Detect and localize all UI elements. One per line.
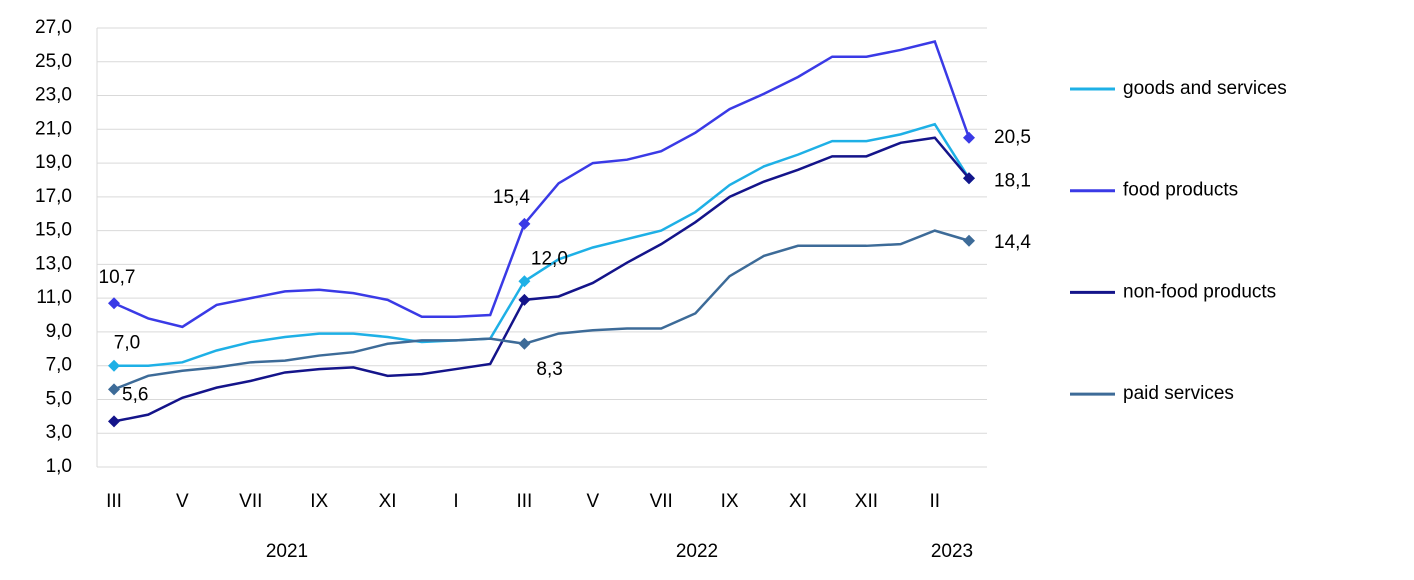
y-tick-label: 19,0 — [35, 152, 72, 173]
series-line — [114, 122, 971, 367]
point-marker — [108, 359, 120, 372]
point-marker — [518, 337, 531, 350]
x-tick-label: XI — [789, 491, 807, 512]
y-tick-label: 27,0 — [35, 17, 72, 38]
x-tick-label: I — [453, 491, 458, 512]
x-tick-label: II — [930, 491, 941, 512]
y-tick-label: 21,0 — [35, 118, 72, 139]
point-marker — [518, 217, 531, 230]
series-line — [113, 136, 970, 423]
x-tick-label: VII — [239, 491, 262, 512]
data-label: 7,0 — [114, 333, 140, 354]
x-tick-label: V — [586, 491, 599, 512]
y-tick-label: 17,0 — [35, 186, 72, 207]
legend-label: paid services — [1123, 383, 1234, 404]
data-label: 14,4 — [994, 232, 1031, 253]
y-tick-label: 5,0 — [46, 388, 72, 409]
x-tick-label: IX — [310, 491, 328, 512]
point-marker — [963, 234, 975, 247]
x-tick-label: VII — [650, 491, 673, 512]
point-marker — [108, 297, 120, 310]
legend-label: non-food products — [1123, 281, 1276, 302]
year-label: 2023 — [931, 541, 973, 562]
point-marker — [518, 275, 531, 288]
x-tick-label: V — [176, 491, 189, 512]
y-tick-label: 3,0 — [46, 422, 72, 443]
x-tick-label: III — [106, 491, 122, 512]
x-tick-label: IX — [721, 491, 739, 512]
legend-label: food products — [1123, 180, 1238, 201]
year-label: 2021 — [266, 541, 308, 562]
x-tick-label: XII — [855, 491, 878, 512]
data-label: 18,1 — [994, 170, 1031, 191]
y-tick-label: 7,0 — [46, 355, 72, 376]
data-label: 5,6 — [122, 384, 148, 405]
y-tick-label: 13,0 — [35, 253, 72, 274]
point-marker — [108, 415, 120, 428]
legend-label: goods and services — [1123, 78, 1287, 99]
x-tick-label: III — [516, 491, 532, 512]
y-tick-label: 25,0 — [35, 51, 72, 72]
data-label: 12,0 — [531, 248, 568, 269]
data-label: 20,5 — [994, 127, 1031, 148]
data-label: 15,4 — [493, 187, 530, 208]
series-line — [113, 40, 971, 329]
y-tick-label: 1,0 — [46, 456, 72, 477]
data-label: 10,7 — [99, 267, 136, 288]
point-marker — [108, 383, 120, 396]
data-label: 8,3 — [536, 359, 562, 380]
point-marker — [518, 293, 531, 306]
y-tick-label: 9,0 — [46, 321, 72, 342]
year-label: 2022 — [676, 541, 718, 562]
y-tick-label: 11,0 — [36, 287, 72, 308]
y-tick-label: 15,0 — [35, 220, 72, 241]
x-tick-label: XI — [379, 491, 397, 512]
series-line — [113, 229, 970, 391]
point-marker — [963, 172, 975, 185]
point-marker — [963, 131, 975, 144]
y-tick-label: 23,0 — [35, 85, 72, 106]
